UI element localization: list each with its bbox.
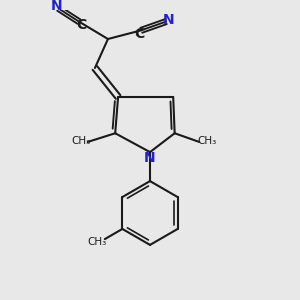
Text: N: N bbox=[144, 152, 156, 166]
Text: CH₃: CH₃ bbox=[198, 136, 217, 146]
Text: CH₃: CH₃ bbox=[72, 136, 91, 146]
Text: C: C bbox=[134, 27, 144, 41]
Text: CH₃: CH₃ bbox=[87, 237, 106, 247]
Text: N: N bbox=[163, 13, 174, 27]
Text: C: C bbox=[76, 18, 86, 32]
Text: N: N bbox=[50, 0, 62, 13]
